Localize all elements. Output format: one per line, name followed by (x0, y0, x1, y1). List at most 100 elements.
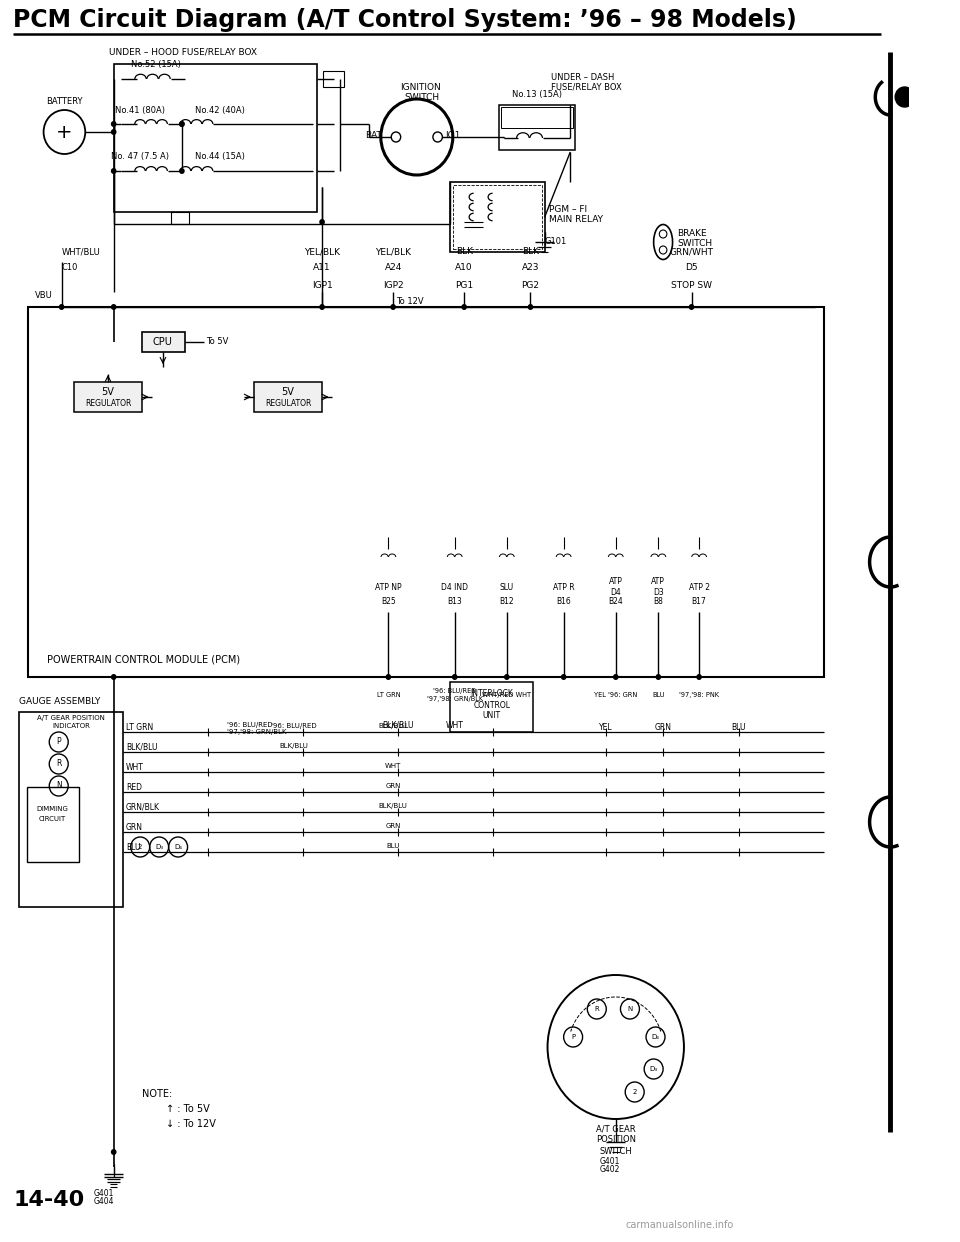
Text: WHT: WHT (445, 720, 464, 729)
Text: BLK/BLU: BLK/BLU (382, 720, 414, 729)
Circle shape (612, 674, 618, 681)
Text: 2: 2 (633, 1089, 636, 1095)
Text: 14-40: 14-40 (13, 1190, 84, 1210)
Text: N: N (627, 1006, 633, 1012)
Circle shape (504, 674, 510, 681)
Text: No.41 (80A): No.41 (80A) (115, 106, 165, 114)
Text: No.52 (15A): No.52 (15A) (132, 61, 181, 70)
Text: To 12V: To 12V (396, 298, 423, 307)
Text: BLU: BLU (387, 843, 399, 850)
Bar (450, 682, 534, 732)
Bar (27, 787, 79, 862)
Text: To 5V: To 5V (206, 338, 228, 347)
Text: +: + (57, 123, 73, 142)
Bar (453, 185, 541, 248)
Text: GRN: GRN (385, 782, 401, 789)
Text: INTERLOCK: INTERLOCK (470, 689, 513, 698)
Circle shape (452, 674, 458, 681)
Text: REGULATOR: REGULATOR (84, 399, 132, 407)
Text: BLK: BLK (456, 247, 472, 257)
Text: No.42 (40A): No.42 (40A) (195, 106, 245, 114)
Text: A11: A11 (313, 262, 331, 272)
Text: No.44 (15A): No.44 (15A) (195, 153, 245, 161)
Text: BLU: BLU (126, 842, 140, 852)
Bar (74, 383, 142, 412)
Text: C10: C10 (61, 262, 78, 272)
Text: P: P (57, 738, 61, 746)
Text: IG1: IG1 (445, 130, 461, 139)
Text: PG2: PG2 (521, 281, 540, 289)
Text: carmanualsonline.info: carmanualsonline.info (625, 1220, 733, 1230)
Circle shape (110, 304, 116, 310)
Text: '96: BLU/RED
'97,'98: GRN/BLK: '96: BLU/RED '97,'98: GRN/BLK (426, 688, 483, 702)
Bar (171, 212, 189, 224)
Text: BLK/BLU: BLK/BLU (279, 743, 308, 749)
Bar (253, 383, 322, 412)
Text: G402: G402 (600, 1165, 620, 1175)
Text: D4 IND: D4 IND (442, 582, 468, 591)
Circle shape (688, 304, 694, 310)
Text: YEL/BLK: YEL/BLK (304, 247, 340, 257)
Text: PGM – FI: PGM – FI (549, 205, 588, 214)
Text: WHT/RED WHT: WHT/RED WHT (482, 692, 532, 698)
Text: CPU: CPU (153, 337, 173, 347)
Text: GRN: GRN (126, 822, 143, 831)
Text: YEL/BLK: YEL/BLK (375, 247, 411, 257)
Circle shape (179, 120, 184, 127)
Text: YEL: YEL (599, 723, 613, 732)
Circle shape (110, 1149, 116, 1155)
Circle shape (391, 304, 396, 310)
Text: WHT: WHT (126, 763, 144, 771)
Text: D₃: D₃ (650, 1066, 658, 1072)
Text: SLU: SLU (500, 582, 514, 591)
Text: WHT: WHT (385, 763, 401, 769)
Text: BLK/BLU: BLK/BLU (378, 804, 408, 809)
Text: LT GRN: LT GRN (376, 692, 400, 698)
Text: G401: G401 (94, 1190, 114, 1199)
Circle shape (59, 304, 64, 310)
Text: R: R (56, 760, 61, 769)
Text: A/T GEAR: A/T GEAR (596, 1124, 636, 1134)
Text: BATTERY: BATTERY (46, 98, 83, 107)
Text: ATP
D4: ATP D4 (609, 578, 623, 596)
Text: LT GRN: LT GRN (126, 723, 154, 732)
Text: A/T GEAR POSITION: A/T GEAR POSITION (37, 715, 105, 722)
Text: ↑ : To 5V: ↑ : To 5V (166, 1104, 209, 1114)
Text: A10: A10 (455, 262, 473, 272)
Circle shape (110, 129, 116, 135)
Text: BLU: BLU (732, 723, 746, 732)
Text: BAT: BAT (365, 130, 381, 139)
Bar (501, 107, 573, 128)
Text: ATP
D3: ATP D3 (652, 578, 665, 596)
Text: INDICATOR: INDICATOR (52, 723, 90, 729)
Text: UNDER – HOOD FUSE/RELAY BOX: UNDER – HOOD FUSE/RELAY BOX (108, 47, 257, 56)
Text: D5: D5 (685, 262, 698, 272)
Circle shape (179, 168, 184, 174)
Circle shape (528, 304, 534, 310)
Text: IGP1: IGP1 (312, 281, 332, 289)
Text: No.13 (15A): No.13 (15A) (512, 91, 563, 99)
Text: BLK: BLK (522, 247, 539, 257)
Text: IGP2: IGP2 (383, 281, 403, 289)
Text: G401: G401 (600, 1158, 620, 1166)
Text: GRN/WHT: GRN/WHT (669, 247, 713, 257)
Text: B12: B12 (499, 597, 515, 606)
Text: D₄: D₄ (174, 845, 182, 850)
Text: GRN/BLK: GRN/BLK (126, 802, 160, 811)
Text: G404: G404 (94, 1197, 114, 1206)
Text: BLU: BLU (652, 692, 664, 698)
Text: B25: B25 (381, 597, 396, 606)
Text: BLK/BLU: BLK/BLU (126, 743, 157, 751)
Text: N: N (56, 781, 61, 790)
Text: B17: B17 (692, 597, 707, 606)
Text: GRN: GRN (655, 723, 672, 732)
Text: '97,'98: PNK: '97,'98: PNK (679, 692, 719, 698)
Text: REGULATOR: REGULATOR (265, 399, 311, 407)
Text: '96: BLU/RED: '96: BLU/RED (228, 722, 273, 728)
Text: UNDER – DASH: UNDER – DASH (551, 73, 614, 82)
Text: 5V: 5V (102, 388, 114, 397)
Text: CIRCUIT: CIRCUIT (38, 816, 65, 822)
Text: '97,'98: GRN/BLK: '97,'98: GRN/BLK (228, 729, 287, 735)
Text: NOTE:: NOTE: (142, 1089, 173, 1099)
Text: B13: B13 (447, 597, 462, 606)
